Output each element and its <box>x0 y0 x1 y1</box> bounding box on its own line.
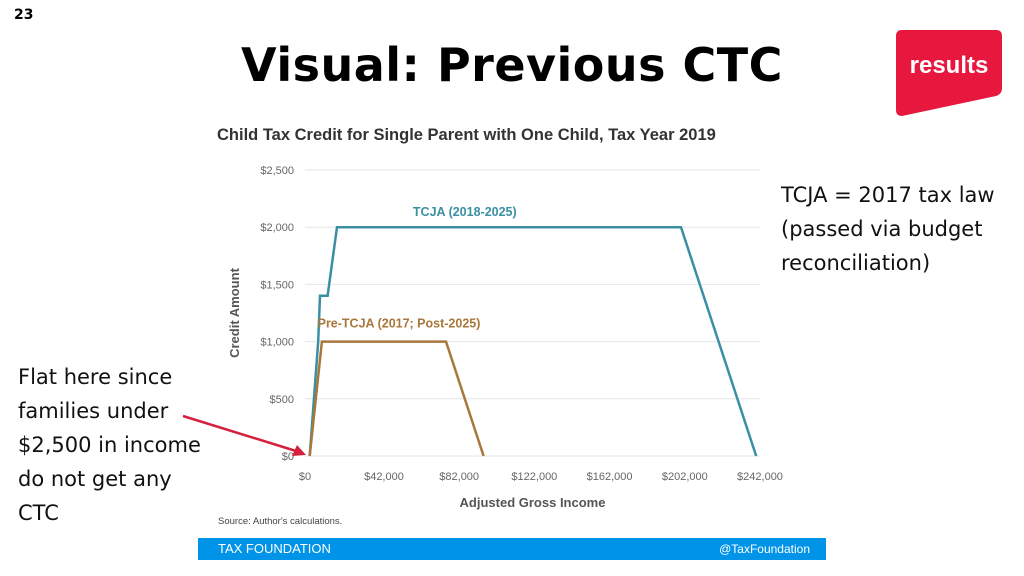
x-axis-label: Adjusted Gross Income <box>460 495 606 510</box>
note-line: $2,500 in income <box>18 433 201 457</box>
gridlines <box>305 169 760 457</box>
note-line: (passed via budget <box>781 217 983 241</box>
x-tick-label: $122,000 <box>511 471 557 483</box>
page-title: Visual: Previous CTC <box>241 38 783 92</box>
note-line: do not get any CTC <box>18 467 172 525</box>
note-line: Flat here since <box>18 365 173 389</box>
x-tick-label: $82,000 <box>439 471 479 483</box>
x-tick-label: $42,000 <box>364 471 404 483</box>
series-label-tcja: TCJA (2018-2025) <box>413 205 517 219</box>
x-tick-label: $202,000 <box>662 471 708 483</box>
chart-title: Child Tax Credit for Single Parent with … <box>217 126 716 144</box>
y-tick-label: $1,500 <box>260 279 294 291</box>
note-line: TCJA = 2017 tax law <box>781 183 995 207</box>
results-logo: results <box>896 30 1002 116</box>
series-label-pre-tcja: Pre-TCJA (2017; Post-2025) <box>318 317 481 331</box>
y-tick-label: $2,000 <box>260 222 294 234</box>
note-tcja-definition: TCJA = 2017 tax law (passed via budget r… <box>781 178 1021 280</box>
y-axis-label: Credit Amount <box>227 267 242 357</box>
series-line-tcja <box>308 225 758 457</box>
footer-brand: TAX FOUNDATION <box>218 541 331 556</box>
x-tick-label: $0 <box>299 471 311 483</box>
chart-source: Source: Author's calculations. <box>218 516 343 527</box>
footer-handle: @TaxFoundation <box>719 542 810 556</box>
note-line: families under <box>18 399 169 423</box>
series-lines <box>308 225 758 457</box>
x-tick-label: $162,000 <box>587 471 633 483</box>
slide-number: 23 <box>14 7 34 23</box>
footer-bar: TAX FOUNDATION @TaxFoundation <box>198 538 826 560</box>
y-tick-label: $500 <box>270 394 294 406</box>
y-tick-labels: $0 $500 $1,000 $1,500 $2,000 $2,500 <box>260 165 294 463</box>
y-tick-label: $2,500 <box>260 165 294 177</box>
x-tick-label: $242,000 <box>737 471 783 483</box>
note-flat-region: Flat here since families under $2,500 in… <box>18 360 218 530</box>
x-tick-labels: $0 $42,000 $82,000 $122,000 $162,000 $202,000… <box>299 471 783 483</box>
logo-badge <box>896 30 1002 116</box>
series-line-pre-tcja <box>308 340 485 457</box>
logo-text: results <box>910 52 989 79</box>
y-tick-label: $1,000 <box>260 337 294 349</box>
credit-chart: Child Tax Credit for Single Parent with … <box>217 126 783 510</box>
note-line: reconciliation) <box>781 251 931 275</box>
y-tick-label: $0 <box>282 451 294 463</box>
